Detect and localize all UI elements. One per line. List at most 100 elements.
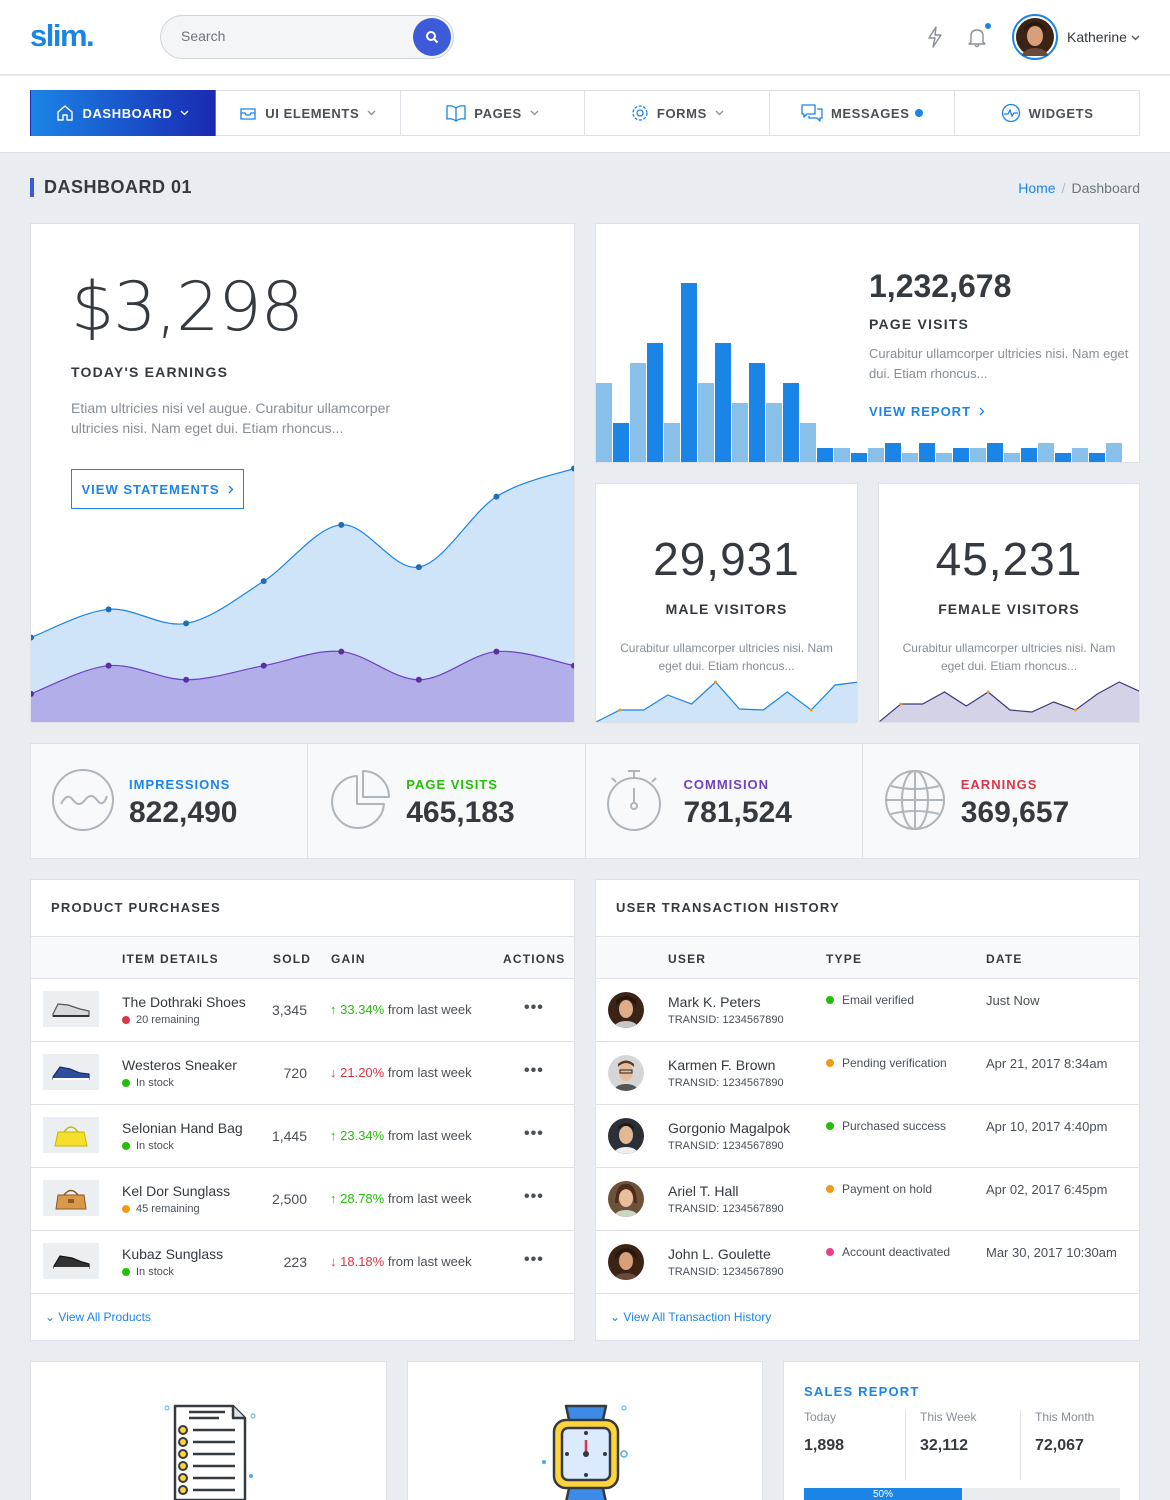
user-name[interactable]: Ariel T. Hall bbox=[668, 1183, 739, 1199]
gain-percent: 21.20% bbox=[340, 1065, 385, 1080]
gain-value: ↑ 33.34% from last week bbox=[330, 1002, 472, 1017]
column-header: ITEM DETAILS bbox=[122, 952, 219, 966]
sparkline-line bbox=[596, 681, 857, 722]
breadcrumb-home[interactable]: Home bbox=[1018, 180, 1056, 196]
view-all-products-link[interactable]: ⌄ View All Products bbox=[45, 1310, 151, 1324]
lightning-icon[interactable] bbox=[927, 26, 943, 48]
table-row[interactable]: Karmen F. Brown TRANSID: 1234567890 Pend… bbox=[596, 1042, 1139, 1105]
table-row[interactable]: Kel Dor Sunglass 45 remaining 2,500 ↑ 28… bbox=[31, 1168, 574, 1231]
more-actions-icon[interactable]: ••• bbox=[524, 1188, 544, 1205]
line-series-1 bbox=[31, 467, 574, 639]
avatar[interactable] bbox=[1012, 14, 1058, 60]
more-actions-icon[interactable]: ••• bbox=[524, 1062, 544, 1079]
link-label: View All Transaction History bbox=[623, 1310, 772, 1324]
nav-label: DASHBOARD bbox=[82, 105, 173, 121]
nav-label: WIDGETS bbox=[1028, 105, 1094, 121]
transaction-type: Pending verification bbox=[842, 1056, 947, 1070]
transaction-history-card: USER TRANSACTION HISTORY USER TYPE DATE … bbox=[595, 879, 1140, 1341]
link-label: View All Products bbox=[58, 1310, 151, 1324]
box-icon bbox=[240, 108, 256, 120]
username[interactable]: Katherine bbox=[1067, 29, 1140, 45]
sparkline-point bbox=[899, 702, 903, 706]
column-header: ACTIONS bbox=[503, 952, 566, 966]
bar bbox=[715, 343, 731, 462]
sparkline-area bbox=[596, 682, 857, 722]
more-actions-icon[interactable]: ••• bbox=[524, 999, 544, 1016]
table-row[interactable]: Westeros Sneaker In stock 720 ↓ 21.20% f… bbox=[31, 1042, 574, 1105]
stat-value: 781,524 bbox=[683, 796, 792, 829]
sold-value: 720 bbox=[283, 1065, 307, 1081]
table-row[interactable]: Mark K. Peters TRANSID: 1234567890 Email… bbox=[596, 979, 1139, 1042]
transaction-id: TRANSID: 1234567890 bbox=[668, 1014, 784, 1026]
bar bbox=[1106, 443, 1122, 462]
user-name[interactable]: Mark K. Peters bbox=[668, 994, 761, 1010]
male-visitors-value: 29,931 bbox=[653, 533, 800, 585]
page-visits-card: 1,232,678 PAGE VISITS Curabitur ullamcor… bbox=[595, 223, 1140, 463]
nav-widgets[interactable]: WIDGETS bbox=[955, 90, 1140, 136]
sold-value: 3,345 bbox=[271, 1002, 307, 1018]
stat-page-visits: PAGE VISITS 465,183 bbox=[308, 744, 586, 858]
view-statements-button[interactable]: VIEW STATEMENTS bbox=[71, 469, 244, 509]
product-name[interactable]: Selonian Hand Bag bbox=[122, 1120, 243, 1136]
column-header: TYPE bbox=[826, 952, 863, 966]
wave-icon bbox=[52, 769, 114, 831]
product-name[interactable]: The Dothraki Shoes bbox=[122, 994, 246, 1010]
table-row[interactable]: John L. Goulette TRANSID: 1234567890 Acc… bbox=[596, 1231, 1139, 1294]
product-name[interactable]: Kubaz Sunglass bbox=[122, 1246, 224, 1262]
status-dot bbox=[826, 1248, 834, 1256]
bar bbox=[1021, 448, 1037, 462]
transaction-date: Apr 21, 2017 8:34am bbox=[986, 1056, 1108, 1071]
bar bbox=[902, 453, 918, 462]
earnings-label: TODAY'S EARNINGS bbox=[71, 364, 229, 380]
view-all-transactions-link[interactable]: ⌄ View All Transaction History bbox=[610, 1310, 771, 1324]
transaction-id: TRANSID: 1234567890 bbox=[668, 1203, 784, 1215]
female-visitors-label: FEMALE VISITORS bbox=[938, 601, 1080, 617]
stat-value: 465,183 bbox=[406, 796, 515, 829]
data-point bbox=[571, 465, 574, 472]
stock-dot bbox=[122, 1016, 130, 1024]
nav-label: PAGES bbox=[474, 105, 522, 121]
user-name[interactable]: John L. Goulette bbox=[668, 1246, 771, 1262]
table-row[interactable]: Kubaz Sunglass In stock 223 ↓ 18.18% fro… bbox=[31, 1231, 574, 1294]
earnings-amount: $3,298 bbox=[71, 268, 304, 347]
search-icon bbox=[426, 31, 439, 44]
search-input[interactable] bbox=[181, 28, 401, 44]
bar bbox=[987, 443, 1003, 462]
sales-this-month: This Month 72,067 bbox=[1020, 1410, 1130, 1480]
nav-ui-elements[interactable]: UI ELEMENTS bbox=[215, 90, 401, 136]
user-name[interactable]: Karmen F. Brown bbox=[668, 1057, 776, 1073]
chevron-down-icon bbox=[530, 110, 539, 116]
gain-percent: 23.34% bbox=[340, 1128, 385, 1143]
data-point bbox=[260, 662, 267, 669]
stock-status: In stock bbox=[136, 1266, 174, 1278]
logo[interactable]: slim. bbox=[30, 18, 95, 53]
user-name[interactable]: Gorgonio Magalpok bbox=[668, 1120, 791, 1136]
search-button[interactable] bbox=[413, 18, 451, 56]
checklist-document-icon bbox=[164, 1404, 256, 1500]
nav-messages[interactable]: MESSAGES bbox=[770, 90, 956, 136]
sales-report-title: SALES REPORT bbox=[804, 1384, 920, 1399]
table-row[interactable]: Ariel T. Hall TRANSID: 1234567890 Paymen… bbox=[596, 1168, 1139, 1231]
table-row[interactable]: The Dothraki Shoes 20 remaining 3,345 ↑ … bbox=[31, 979, 574, 1042]
bar bbox=[800, 423, 816, 462]
product-name[interactable]: Kel Dor Sunglass bbox=[122, 1183, 231, 1199]
column-header: SOLD bbox=[273, 952, 312, 966]
bell-icon[interactable] bbox=[966, 26, 988, 48]
table-row[interactable]: Selonian Hand Bag In stock 1,445 ↑ 23.34… bbox=[31, 1105, 574, 1168]
male-visitors-label: MALE VISITORS bbox=[665, 601, 788, 617]
nav-dashboard[interactable]: DASHBOARD bbox=[30, 90, 216, 136]
transaction-id: TRANSID: 1234567890 bbox=[668, 1140, 784, 1152]
nav-forms[interactable]: FORMS bbox=[585, 90, 771, 136]
chevron-down-icon bbox=[367, 110, 376, 116]
more-actions-icon[interactable]: ••• bbox=[524, 1251, 544, 1268]
data-point bbox=[415, 564, 422, 571]
view-report-link[interactable]: VIEW REPORT bbox=[869, 404, 985, 419]
sales-period-label: Today bbox=[804, 1410, 837, 1424]
nav-pages[interactable]: PAGES bbox=[400, 90, 586, 136]
sales-report-card: SALES REPORT Today 1,898 This Week 32,11… bbox=[783, 1361, 1140, 1500]
product-name[interactable]: Westeros Sneaker bbox=[122, 1057, 237, 1073]
transaction-date: Apr 02, 2017 6:45pm bbox=[986, 1182, 1108, 1197]
more-actions-icon[interactable]: ••• bbox=[524, 1125, 544, 1142]
gain-value: ↓ 18.18% from last week bbox=[330, 1254, 472, 1269]
table-row[interactable]: Gorgonio Magalpok TRANSID: 1234567890 Pu… bbox=[596, 1105, 1139, 1168]
